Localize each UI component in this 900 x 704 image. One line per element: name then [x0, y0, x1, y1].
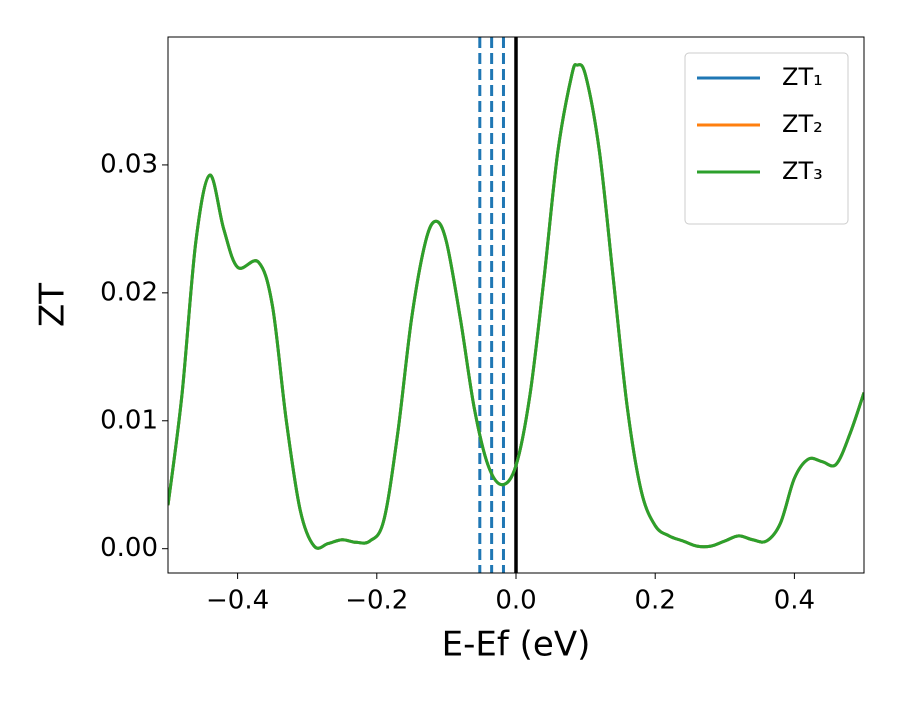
- legend-label: ZT₁: [782, 63, 823, 91]
- series-line: [168, 63, 864, 550]
- legend-box: [684, 52, 849, 225]
- y-tick-label: 0.01: [100, 405, 158, 435]
- plot-frame: [167, 36, 865, 574]
- x-tick-label: 0.0: [495, 586, 536, 616]
- y-tick-label: 0.00: [100, 533, 158, 563]
- y-tick-label: 0.03: [100, 149, 158, 179]
- x-tick-label: 0.2: [635, 586, 676, 616]
- x-axis-label: E-Ef (eV): [442, 625, 591, 665]
- legend-label: ZT₃: [782, 157, 823, 185]
- x-tick-label: 0.4: [774, 586, 815, 616]
- x-tick-label: −0.4: [206, 586, 269, 616]
- legend-label: ZT₂: [782, 110, 823, 138]
- y-axis-label: ZT: [33, 283, 73, 327]
- y-tick-label: 0.02: [100, 277, 158, 307]
- x-tick-label: −0.2: [345, 586, 408, 616]
- plot: [168, 37, 864, 573]
